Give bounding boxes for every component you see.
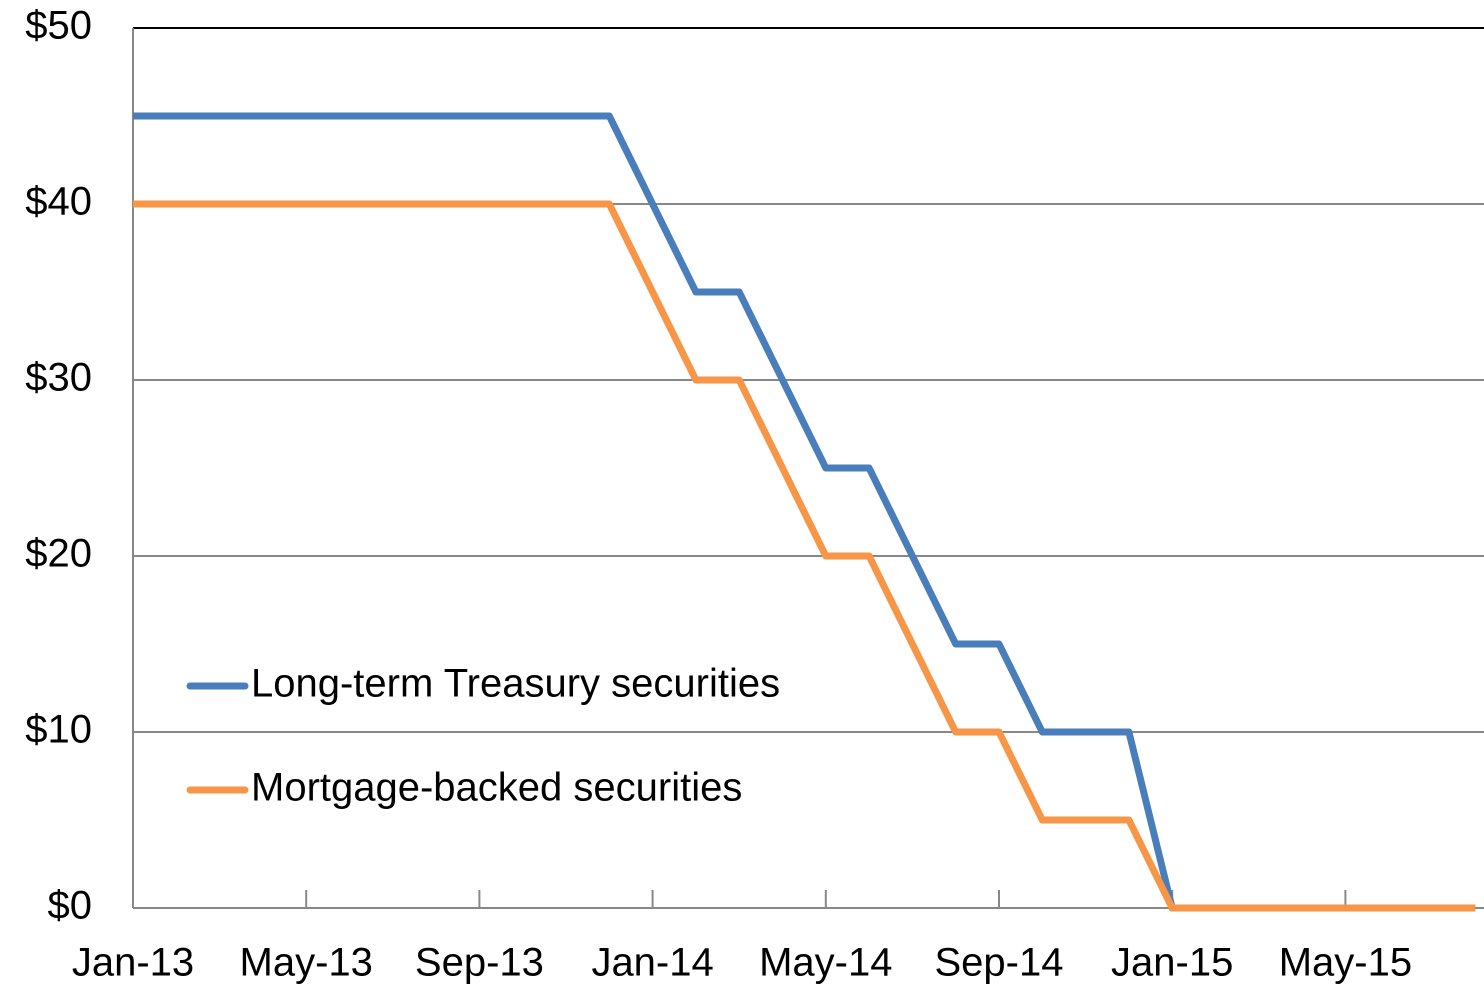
x-tick-label: May-14 bbox=[759, 941, 892, 985]
legend-label: Long-term Treasury securities bbox=[251, 662, 780, 706]
y-tick-label: $10 bbox=[25, 708, 92, 752]
legend-label: Mortgage-backed securities bbox=[251, 766, 742, 810]
y-tick-label: $30 bbox=[25, 356, 92, 400]
x-tick-label: Jan-15 bbox=[1111, 941, 1233, 985]
x-tick-label: Jan-13 bbox=[72, 941, 194, 985]
x-tick-label: May-15 bbox=[1279, 941, 1412, 985]
y-tick-label: $20 bbox=[25, 532, 92, 576]
y-tick-label: $50 bbox=[25, 4, 92, 48]
x-tick-label: Sep-13 bbox=[415, 941, 544, 985]
x-tick-label: Jan-14 bbox=[591, 941, 713, 985]
y-tick-label: $0 bbox=[48, 884, 93, 928]
x-tick-label: May-13 bbox=[240, 941, 373, 985]
x-tick-label: Sep-14 bbox=[935, 941, 1064, 985]
series-line bbox=[133, 200, 1476, 912]
y-tick-label: $40 bbox=[25, 180, 92, 224]
